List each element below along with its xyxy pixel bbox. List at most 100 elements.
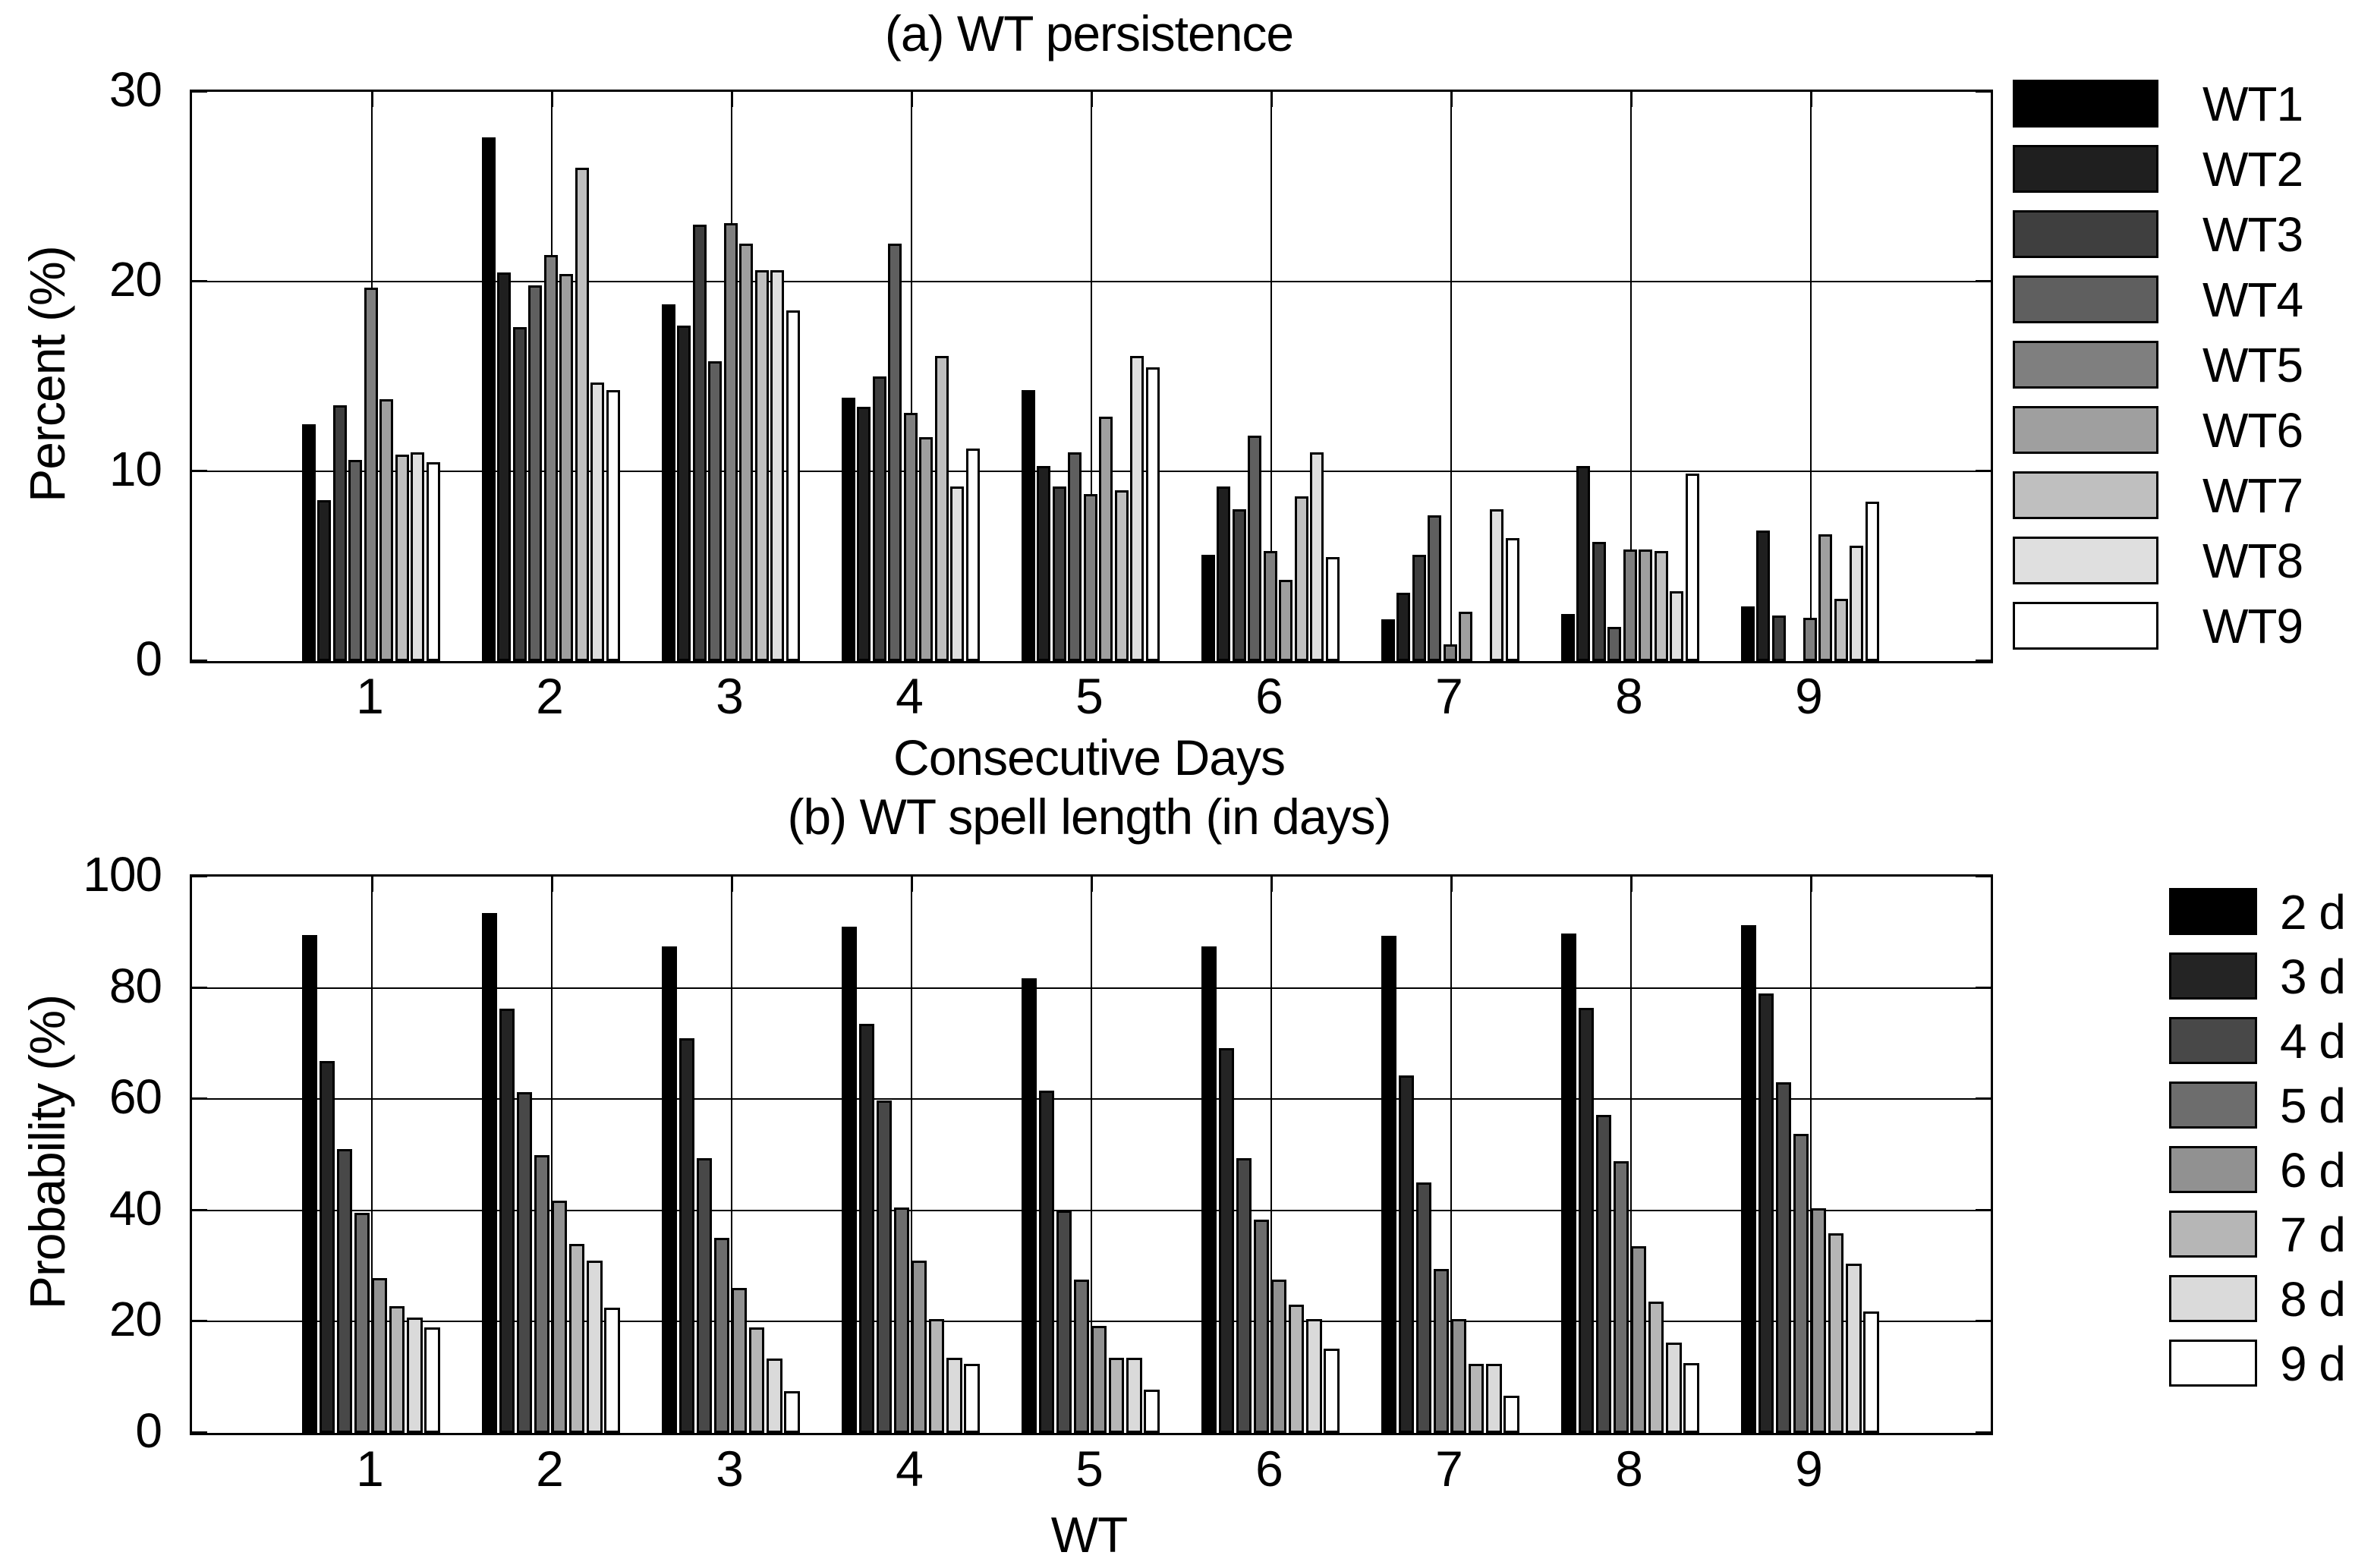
bar-WT8-cat3	[770, 270, 785, 661]
bar-WT9-cat2	[606, 389, 620, 661]
bar-WT2-cat8	[1576, 465, 1591, 661]
bar-WT2-cat7	[1396, 593, 1411, 661]
legend-swatch	[2013, 276, 2158, 323]
bar-WT7-cat1	[395, 454, 409, 661]
bar-9d-cat9	[1863, 1311, 1879, 1433]
bar-WT1-cat3	[661, 304, 675, 661]
x-tick-label: 2	[536, 668, 564, 724]
bar-9d-cat8	[1683, 1363, 1699, 1433]
x-tick-mark	[1450, 92, 1453, 107]
bar-5d-cat8	[1613, 1161, 1629, 1433]
bar-4d-cat2	[516, 1091, 533, 1433]
bar-8d-cat1	[407, 1317, 423, 1433]
bar-WT2-cat1	[317, 499, 332, 661]
bar-2d-cat7	[1381, 935, 1396, 1433]
bar-4d-cat6	[1236, 1157, 1252, 1433]
x-tick-mark	[911, 877, 913, 892]
bar-WT2-cat3	[677, 325, 691, 661]
bar-WT6-cat5	[1099, 416, 1113, 661]
bar-WT5-cat8	[1623, 549, 1637, 661]
bar-6d-cat2	[552, 1200, 568, 1433]
v-gridline	[1091, 877, 1092, 1433]
legend-swatch	[2169, 1082, 2257, 1129]
v-gridline	[1810, 877, 1812, 1433]
y-tick-mark	[192, 1208, 207, 1211]
bar-WT2-cat4	[857, 407, 871, 661]
bar-WT4-cat5	[1068, 452, 1082, 661]
y-tick-mark	[192, 875, 207, 877]
bar-WT2-cat6	[1217, 486, 1231, 661]
bar-7d-cat1	[389, 1305, 405, 1433]
bar-WT3-cat4	[872, 376, 886, 661]
bar-6d-cat4	[912, 1260, 927, 1433]
y-tick-label: 0	[135, 1403, 162, 1458]
bar-WT7-cat2	[575, 168, 589, 661]
legend-label: WT2	[2202, 142, 2303, 197]
y-tick-label: 0	[135, 631, 162, 686]
bar-5d-cat3	[713, 1238, 730, 1433]
bar-2d-cat5	[1021, 978, 1037, 1433]
bar-3d-cat4	[858, 1024, 874, 1433]
bar-WT9-cat8	[1685, 473, 1699, 661]
y-tick-mark	[1976, 1097, 1991, 1100]
bar-WT2-cat5	[1037, 465, 1051, 661]
bar-8d-cat9	[1846, 1264, 1862, 1433]
v-gridline	[1270, 877, 1272, 1433]
legend-label: WT8	[2202, 534, 2303, 588]
legend-label: 8 d	[2280, 1272, 2346, 1327]
y-tick-mark	[192, 1320, 207, 1323]
y-tick-label: 30	[109, 62, 162, 117]
bar-WT3-cat7	[1412, 555, 1426, 661]
bar-5d-cat2	[534, 1154, 550, 1433]
x-tick-mark	[1630, 92, 1633, 107]
y-tick-mark	[192, 470, 207, 473]
bar-WT9-cat4	[965, 449, 980, 661]
x-tick-label: 9	[1795, 1440, 1823, 1497]
bar-WT8-cat5	[1130, 355, 1144, 661]
bar-WT5-cat3	[723, 222, 738, 661]
bar-WT5-cat1	[364, 287, 378, 661]
x-tick-label: 2	[536, 1440, 564, 1497]
bar-3d-cat8	[1578, 1008, 1594, 1433]
y-tick-mark	[192, 986, 207, 989]
bar-5d-cat1	[354, 1213, 370, 1433]
bar-5d-cat5	[1073, 1279, 1090, 1433]
bar-WT4-cat4	[888, 244, 902, 661]
y-tick-mark	[1976, 470, 1991, 473]
bar-WT3-cat3	[692, 225, 707, 661]
y-tick-mark	[192, 1097, 207, 1100]
panel-b-plot-area	[190, 874, 1993, 1435]
legend-label: 2 d	[2280, 885, 2346, 940]
bar-WT6-cat4	[919, 437, 934, 661]
bar-7d-cat3	[749, 1327, 765, 1433]
panel-b-x-axis-label: WT	[1050, 1507, 1129, 1563]
x-tick-mark	[1270, 877, 1273, 892]
bar-WT1-cat8	[1560, 613, 1575, 661]
y-tick-mark	[1976, 986, 1991, 989]
x-tick-label: 5	[1075, 668, 1104, 724]
bar-4d-cat1	[336, 1149, 353, 1433]
legend-swatch	[2013, 537, 2158, 584]
bar-3d-cat5	[1038, 1091, 1054, 1433]
bar-3d-cat2	[499, 1008, 515, 1433]
y-tick-mark	[1976, 280, 1991, 283]
legend-label: WT4	[2202, 272, 2303, 327]
bar-4d-cat4	[876, 1100, 893, 1433]
x-tick-mark	[1091, 877, 1093, 892]
v-gridline	[1450, 92, 1452, 661]
bar-WT1-cat4	[841, 397, 855, 661]
bar-WT7-cat9	[1834, 598, 1848, 661]
legend-label: WT5	[2202, 338, 2303, 392]
bar-4d-cat7	[1415, 1182, 1432, 1433]
bar-WT8-cat8	[1670, 590, 1684, 661]
x-tick-label: 1	[356, 668, 384, 724]
bar-WT2-cat2	[497, 272, 512, 661]
x-tick-mark	[1630, 877, 1633, 892]
y-tick-mark	[1976, 90, 1991, 93]
bar-WT3-cat2	[512, 327, 527, 661]
y-tick-mark	[192, 280, 207, 283]
bar-WT4-cat3	[708, 361, 723, 661]
x-tick-label: 9	[1795, 668, 1823, 724]
x-tick-label: 7	[1435, 668, 1463, 724]
